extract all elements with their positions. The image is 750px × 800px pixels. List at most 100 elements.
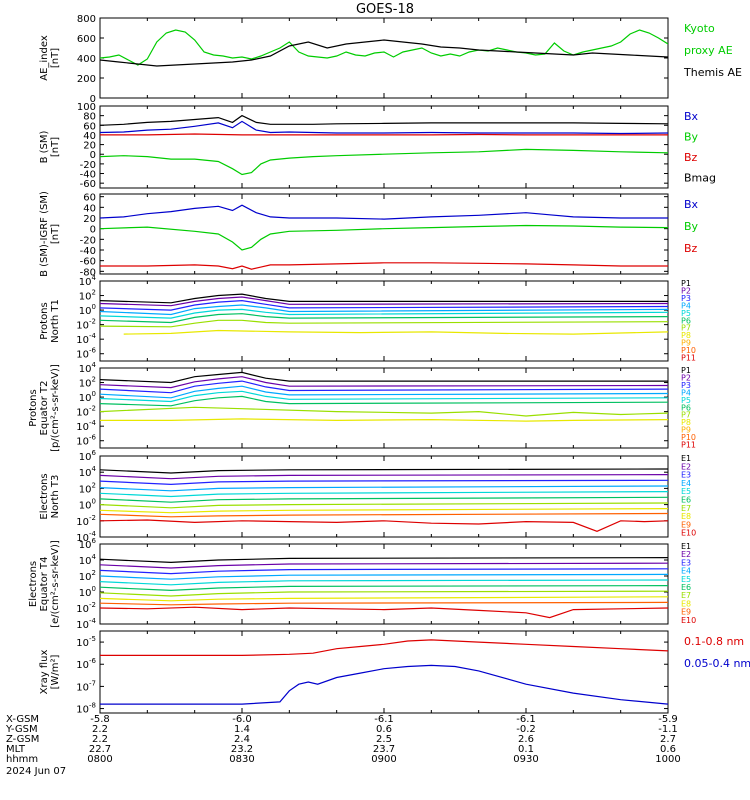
legend-label: P7 xyxy=(681,411,691,420)
y-tick-label: 80 xyxy=(83,112,96,123)
legend-label: Bx xyxy=(684,110,699,123)
series-by xyxy=(100,224,668,251)
y-tick-label: 100 xyxy=(79,303,96,317)
y-tick-label: -20 xyxy=(80,235,96,246)
legend-label: P7 xyxy=(681,324,691,333)
legend-label: P10 xyxy=(681,433,696,442)
series-p7 xyxy=(100,406,668,417)
y-tick-label: -80 xyxy=(80,267,96,278)
x-axis-value: 0.6 xyxy=(376,724,392,735)
series-e3 xyxy=(100,568,668,575)
plot-frame xyxy=(99,17,669,99)
series-p8 xyxy=(100,418,668,422)
x-row-label: Z-GSM xyxy=(6,734,39,745)
y-tick-label: 10-6 xyxy=(76,434,96,448)
y-tick-label: 104 xyxy=(79,274,97,288)
x-axis-value: 0.6 xyxy=(660,744,676,755)
y-tick-label: 40 xyxy=(83,203,96,214)
series-e9 xyxy=(100,601,668,606)
series-e1 xyxy=(100,468,668,474)
plot-frame xyxy=(99,105,669,189)
y-tick-label: 10-6 xyxy=(76,657,96,671)
y-tick-label: 10-4 xyxy=(76,617,96,631)
y-tick-label: 60 xyxy=(83,121,96,132)
y-axis-label: ElectronsNorth T3 xyxy=(39,473,61,519)
legend-label: Bz xyxy=(684,151,698,164)
legend-label: E6 xyxy=(681,583,691,592)
x-axis-value: 2.2 xyxy=(92,734,108,745)
panel-7: 106 104 102 100 10-2 10-4 ElectronsEquator T4[… xyxy=(28,537,696,631)
legend-label: P8 xyxy=(681,331,691,340)
y-tick-label: 10-2 xyxy=(76,405,96,419)
x-axis-value: 23.2 xyxy=(231,744,253,755)
plot-frame xyxy=(99,630,669,714)
legend-label: P4 xyxy=(681,301,691,310)
legend-label: P9 xyxy=(681,339,691,348)
series-e10 xyxy=(100,519,668,532)
series-e5 xyxy=(100,491,668,498)
x-axis-value: 23.7 xyxy=(373,744,395,755)
y-tick-label: -40 xyxy=(80,170,96,181)
legend-label: P2 xyxy=(681,373,691,382)
series-p4 xyxy=(100,385,668,399)
legend-label: E8 xyxy=(681,599,691,608)
series-p6 xyxy=(100,395,668,407)
y-tick-label: 100 xyxy=(79,585,96,599)
series-e8 xyxy=(100,508,668,514)
legend-label: P10 xyxy=(681,346,696,355)
series-bz xyxy=(100,133,668,136)
series-0-1-0-8-nm xyxy=(100,639,668,657)
x-axis-value: -5.9 xyxy=(658,714,678,725)
y-tick-label: 0 xyxy=(90,94,96,105)
y-tick-label: 60 xyxy=(83,193,96,204)
legend-label: P1 xyxy=(681,279,691,288)
x-axis-value: 2.7 xyxy=(660,734,676,745)
x-axis-value: 0900 xyxy=(371,754,396,765)
y-tick-label: 100 xyxy=(77,102,96,113)
legend-label: P6 xyxy=(681,316,691,325)
y-tick-label: 10-2 xyxy=(76,514,96,528)
y-axis-label: Xray flux[W/m²] xyxy=(39,650,61,695)
y-tick-label: 10-2 xyxy=(76,318,96,332)
series-e7 xyxy=(100,590,668,597)
x-axis-value: 22.7 xyxy=(89,744,111,755)
legend-label: E2 xyxy=(681,462,691,471)
y-tick-label: 106 xyxy=(79,537,97,551)
legend-label: P2 xyxy=(681,286,691,295)
y-tick-label: -20 xyxy=(80,160,96,171)
legend-label: E10 xyxy=(681,529,696,538)
y-axis-label: ElectronsEquator T4[e/(cm²-s-sr-keV)] xyxy=(28,540,61,628)
x-axis-value: 1000 xyxy=(655,754,680,765)
x-axis-value: 0.1 xyxy=(518,744,534,755)
legend-label: Themis AE xyxy=(683,66,742,79)
legend-label: Bz xyxy=(684,242,698,255)
x-axis-value: 0930 xyxy=(513,754,538,765)
series-e2 xyxy=(100,474,668,480)
legend-label: P9 xyxy=(681,426,691,435)
series-p7 xyxy=(100,319,668,328)
series-e1 xyxy=(100,556,668,564)
series-e4 xyxy=(100,573,668,580)
series-p5 xyxy=(100,308,668,319)
x-axis-value: 1.4 xyxy=(234,724,250,735)
series-p5 xyxy=(100,390,668,403)
panel-1: 0 200 400 600 800 AE_index[nT] Kyoto proxy AE Th… xyxy=(39,14,742,105)
y-axis-label: ProtonsNorth T1 xyxy=(39,299,61,343)
legend-label: Bmag xyxy=(684,172,716,185)
x-axis-value: 2.2 xyxy=(92,724,108,735)
legend-label: E7 xyxy=(681,504,691,513)
legend-label: P8 xyxy=(681,418,691,427)
y-tick-label: 106 xyxy=(79,449,97,463)
y-tick-label: 20 xyxy=(83,141,96,152)
legend-label: proxy AE xyxy=(684,44,733,57)
y-tick-label: 40 xyxy=(83,131,96,142)
series-p8 xyxy=(123,329,668,335)
series-bz xyxy=(100,262,668,270)
x-axis-value: 2.5 xyxy=(376,734,392,745)
series-e5 xyxy=(100,579,668,586)
series-e6 xyxy=(100,496,668,503)
